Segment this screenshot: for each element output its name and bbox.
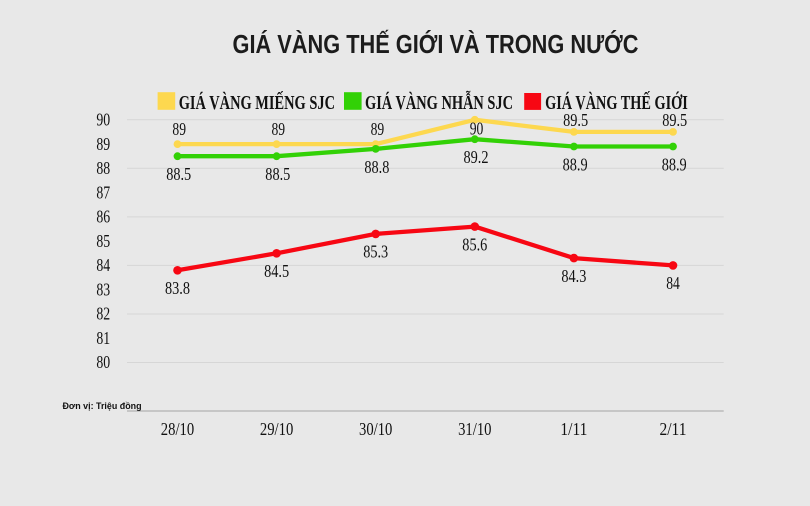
- svg-text:88.8: 88.8: [364, 157, 389, 177]
- svg-text:82: 82: [96, 304, 110, 324]
- svg-text:83: 83: [96, 279, 110, 299]
- svg-text:84.5: 84.5: [264, 261, 289, 281]
- svg-text:89.2: 89.2: [464, 147, 489, 167]
- svg-text:90: 90: [470, 118, 484, 138]
- svg-text:88: 88: [96, 158, 110, 178]
- svg-text:88.5: 88.5: [166, 164, 191, 184]
- svg-text:86: 86: [96, 207, 110, 227]
- svg-text:31/10: 31/10: [458, 419, 492, 439]
- svg-text:30/10: 30/10: [359, 419, 393, 439]
- svg-text:89.5: 89.5: [662, 110, 687, 130]
- svg-text:28/10: 28/10: [161, 419, 195, 439]
- svg-text:87: 87: [96, 182, 110, 202]
- svg-text:89: 89: [272, 119, 286, 139]
- svg-text:88.9: 88.9: [563, 155, 588, 175]
- svg-text:90: 90: [96, 110, 110, 130]
- svg-text:83.8: 83.8: [165, 278, 190, 298]
- svg-text:2/11: 2/11: [660, 419, 687, 439]
- svg-text:80: 80: [96, 352, 110, 372]
- svg-text:GIÁ VÀNG NHẪN SJC: GIÁ VÀNG NHẪN SJC: [365, 92, 513, 114]
- svg-text:85.3: 85.3: [363, 242, 388, 262]
- svg-text:89.5: 89.5: [563, 110, 588, 130]
- svg-text:89: 89: [96, 134, 110, 154]
- svg-text:85.6: 85.6: [462, 234, 487, 254]
- svg-text:81: 81: [96, 328, 110, 348]
- svg-text:85: 85: [96, 231, 110, 251]
- svg-text:29/10: 29/10: [260, 419, 294, 439]
- svg-text:89: 89: [172, 119, 186, 139]
- svg-text:GIÁ VÀNG MIẾNG SJC: GIÁ VÀNG MIẾNG SJC: [179, 92, 335, 114]
- svg-text:88.5: 88.5: [265, 164, 290, 184]
- svg-text:84.3: 84.3: [561, 266, 586, 286]
- svg-text:89: 89: [371, 119, 385, 139]
- svg-text:88.9: 88.9: [662, 155, 687, 175]
- svg-text:GIÁ VÀNG THẾ GIỚI VÀ TRONG NƯỚ: GIÁ VÀNG THẾ GIỚI VÀ TRONG NƯỚC: [233, 29, 639, 59]
- svg-text:1/11: 1/11: [560, 419, 587, 439]
- svg-text:84: 84: [96, 255, 110, 275]
- svg-text:Đơn vị: Triệu đồng: Đơn vị: Triệu đồng: [63, 401, 142, 411]
- svg-text:GIÁ VÀNG THẾ GIỚI: GIÁ VÀNG THẾ GIỚI: [545, 92, 688, 114]
- svg-text:84: 84: [666, 273, 680, 293]
